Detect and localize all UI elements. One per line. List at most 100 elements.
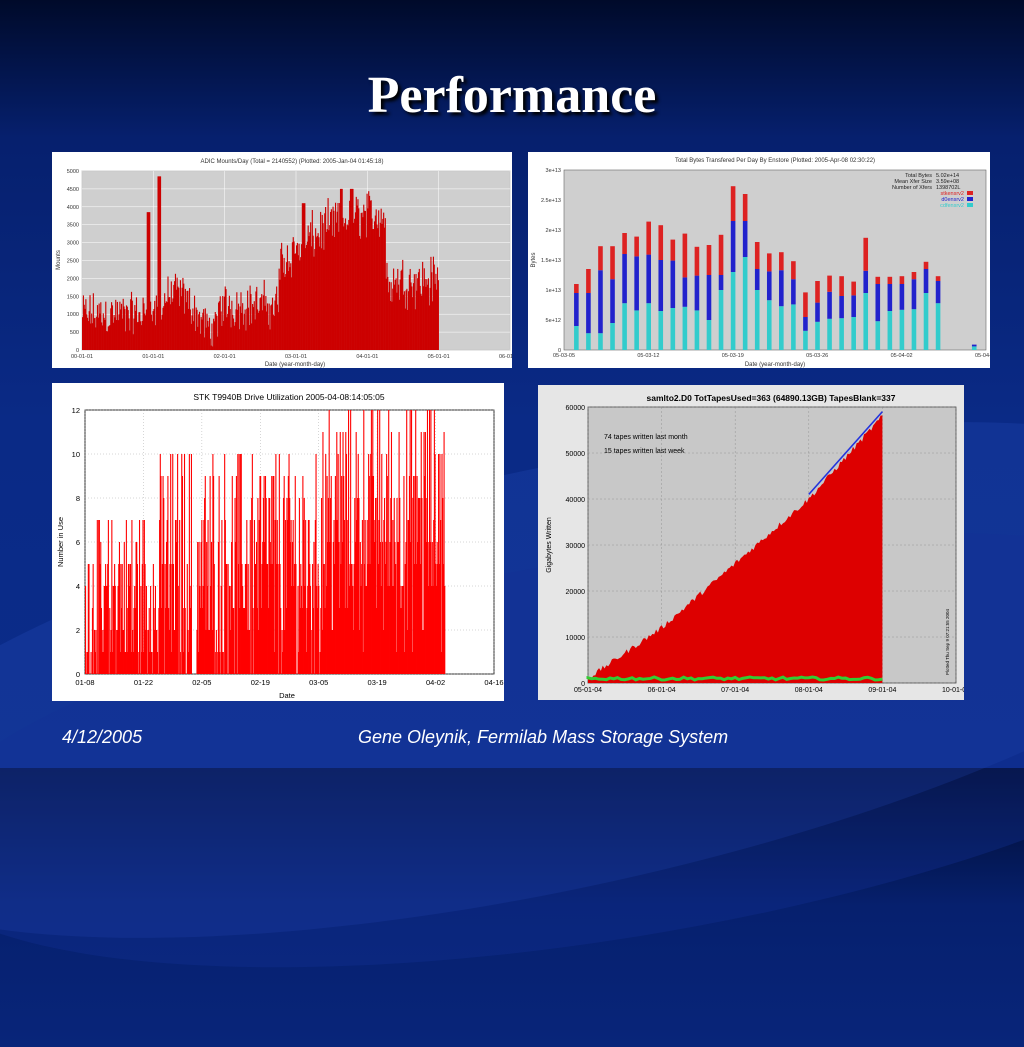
bar (111, 652, 114, 674)
bar (275, 293, 277, 350)
stat-label: Mean Xfer Size (894, 179, 932, 185)
bar (255, 542, 258, 674)
bar (213, 564, 215, 674)
green-daily-line (586, 675, 883, 682)
bar (268, 303, 270, 350)
bar (181, 476, 183, 674)
bar (339, 608, 341, 674)
bar-stkensrv2 (779, 252, 784, 271)
bar (395, 278, 397, 350)
bar (390, 498, 392, 674)
bar (366, 193, 368, 350)
bar (298, 498, 300, 674)
bar (234, 498, 236, 674)
bar (94, 652, 96, 674)
bar (258, 310, 260, 350)
bar (143, 652, 145, 674)
bar (368, 476, 370, 674)
bar (411, 410, 413, 674)
legend-swatch (967, 197, 973, 201)
y-tick-label: 12 (72, 406, 80, 415)
bar-d0ensrv2 (815, 302, 820, 322)
y-tick-label: 2000 (67, 276, 79, 282)
bar (187, 290, 189, 350)
bar (358, 498, 360, 674)
bar (387, 276, 389, 350)
bar (408, 476, 411, 674)
bar (314, 249, 316, 350)
bar-stkensrv2 (694, 246, 700, 276)
bar (325, 206, 327, 350)
bar (384, 498, 386, 674)
bar (240, 454, 242, 674)
bar (179, 520, 181, 674)
bar (300, 244, 303, 350)
bar (104, 586, 106, 674)
bar (312, 564, 314, 674)
bar (131, 520, 133, 674)
bar (194, 331, 196, 350)
bar (136, 322, 138, 350)
stat-label: Number of Xfers (892, 185, 932, 191)
bar (377, 228, 379, 350)
bar (215, 630, 217, 674)
bar (361, 212, 363, 350)
bar (230, 327, 232, 350)
bar (422, 261, 424, 350)
bar-stkensrv2 (634, 236, 639, 257)
bar (228, 586, 231, 674)
bar (113, 586, 115, 674)
bar (171, 301, 173, 350)
bar (358, 208, 360, 350)
bar (148, 608, 150, 674)
bar (326, 476, 328, 674)
y-tick-label: 2e+13 (546, 228, 561, 234)
bar (234, 322, 236, 350)
bar (176, 520, 178, 674)
bar (211, 630, 213, 674)
bar (123, 542, 125, 674)
bar (281, 254, 284, 350)
bar-cdfensrv2 (730, 272, 736, 350)
bar (359, 235, 361, 350)
bar (253, 520, 255, 674)
y-tick-label: 60000 (566, 405, 586, 412)
bar (140, 321, 142, 350)
stat-value: 3.59e+08 (936, 179, 959, 185)
bar (437, 267, 439, 350)
bar (129, 330, 131, 350)
bar (293, 586, 295, 674)
bar (132, 652, 134, 674)
bar (340, 564, 342, 674)
bar (409, 410, 411, 674)
bar (412, 283, 415, 350)
bar (334, 202, 337, 350)
bar (354, 498, 356, 674)
bar (385, 278, 387, 350)
bar (235, 542, 237, 674)
chart-title: Total Bytes Transfered Per Day By Enstor… (675, 158, 875, 164)
bar (269, 498, 271, 674)
bar (318, 586, 320, 674)
bar-cdfensrv2 (887, 311, 893, 350)
bar (413, 476, 415, 674)
bar (348, 586, 350, 674)
bar (326, 229, 328, 350)
bar (441, 454, 443, 674)
bar (427, 586, 429, 674)
bar (351, 564, 353, 674)
bar (177, 454, 179, 674)
bar (272, 476, 274, 674)
bar (381, 223, 383, 350)
bar (98, 303, 100, 350)
bar (92, 564, 94, 674)
bar (213, 321, 216, 350)
bar (424, 476, 426, 674)
bar (93, 630, 96, 674)
bar (112, 586, 114, 674)
bar (377, 564, 379, 674)
bar (380, 586, 382, 674)
bar (164, 303, 167, 350)
bar-d0ensrv2 (634, 256, 639, 311)
bar (219, 652, 221, 674)
